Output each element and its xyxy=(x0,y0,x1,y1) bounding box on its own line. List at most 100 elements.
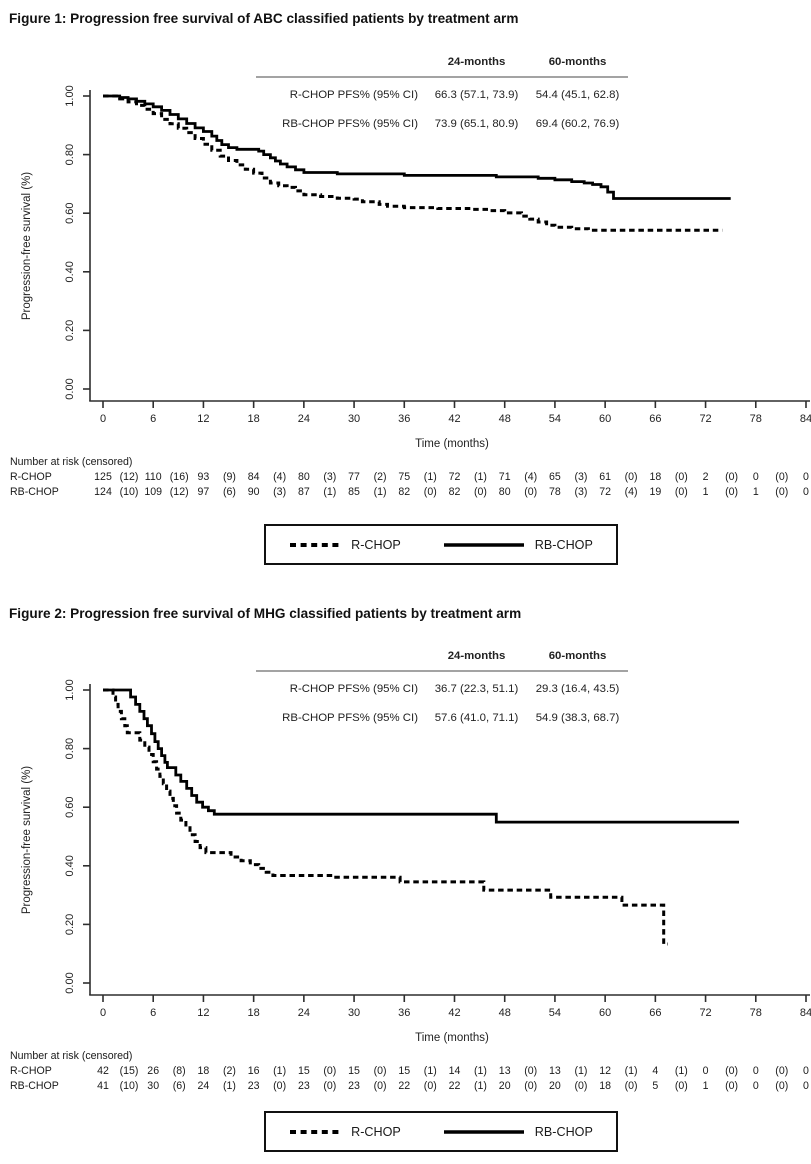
figure-1-km-plot: 0.00 0.20 0.40 0.60 0.80 1.00 0 6 12 18 24 30 36 42 48… xyxy=(21,85,811,450)
km-curve-rb-chop xyxy=(103,688,739,824)
risk-censored-count: (0) xyxy=(524,486,538,498)
inset-col-header-24m: 24-months xyxy=(447,650,506,662)
risk-censored-count: (0) xyxy=(725,486,739,498)
solid-line-sample-icon xyxy=(443,1129,524,1134)
risk-row-rbchop: RB-CHOP 41 (10) 30 (6) 24 (1) 23 (0) 23 (0) 23 (0) 22… xyxy=(0,1080,811,1094)
x-tick-label: 30 xyxy=(348,413,360,425)
figure-2-inset-table: 24-months 60-months R-CHOP PFS% (95% CI)… xyxy=(256,646,628,732)
risk-row-rchop: R-CHOP 42 (15) 26 (8) 18 (2) 16 (1) 15 (0) 15 (0) 15 (… xyxy=(0,1065,811,1079)
x-tick-label: 12 xyxy=(197,1007,209,1019)
dashed-line-sample-icon xyxy=(290,542,341,547)
legend-label-rchop: R-CHOP xyxy=(351,1124,401,1139)
risk-count: 19 xyxy=(649,486,662,498)
x-tick-label: 18 xyxy=(248,1007,260,1019)
risk-count: 20 xyxy=(498,1080,511,1092)
risk-count: 16 xyxy=(247,1065,260,1077)
figure-2-risk-table: Number at risk (censored) R-CHOP 42 (15) 26… xyxy=(0,582,811,1092)
x-tick-label: 18 xyxy=(248,413,260,425)
figure-1-title: Figure 1: Progression free survival of A… xyxy=(9,11,519,26)
legend-label-rbchop: RB-CHOP xyxy=(534,1124,593,1139)
risk-censored-count: (1) xyxy=(674,1065,688,1077)
risk-row-rbchop: RB-CHOP 124 (10) 109 (12) 97 (6) 90 (3) 87 (1) 85 (1… xyxy=(0,486,811,500)
risk-count: 41 xyxy=(97,1080,109,1092)
x-tick-label: 78 xyxy=(750,1007,762,1019)
risk-censored-count: (0) xyxy=(323,1065,337,1077)
risk-count: 0 xyxy=(803,471,809,483)
x-tick-label: 6 xyxy=(150,1007,156,1019)
x-tick-label: 84 xyxy=(800,1007,811,1019)
x-axis-title: Time (months) xyxy=(415,1032,489,1044)
risk-censored-count: (0) xyxy=(423,486,437,498)
risk-count: 23 xyxy=(297,1080,310,1092)
risk-count: 5 xyxy=(652,1080,659,1092)
risk-censored-count: (1) xyxy=(222,1080,236,1092)
risk-count: 87 xyxy=(297,486,310,498)
risk-censored-count: (0) xyxy=(725,1080,739,1092)
x-tick-label: 66 xyxy=(649,413,661,425)
risk-count: 23 xyxy=(247,1080,260,1092)
risk-censored-count: (6) xyxy=(172,1080,186,1092)
x-tick-label: 6 xyxy=(150,413,156,425)
risk-count: 82 xyxy=(448,486,461,498)
risk-censored-count: (12) xyxy=(119,471,139,483)
risk-count: 125 xyxy=(94,471,112,483)
inset-value-60m: 29.3 (16.4, 43.5) xyxy=(535,682,620,695)
risk-censored-count: (0) xyxy=(373,1080,387,1092)
x-tick-label: 24 xyxy=(298,413,310,425)
risk-censored-count: (6) xyxy=(222,486,236,498)
risk-count: 24 xyxy=(197,1080,210,1092)
risk-table-title: Number at risk (censored) xyxy=(10,456,133,468)
risk-censored-count: (2) xyxy=(373,471,387,483)
risk-censored-count: (0) xyxy=(323,1080,337,1092)
y-tick-label: 0.20 xyxy=(64,914,76,935)
risk-censored-count: (4) xyxy=(624,486,638,498)
risk-censored-count: (1) xyxy=(323,486,337,498)
x-tick-label: 84 xyxy=(800,413,811,425)
x-tick-label: 36 xyxy=(398,1007,410,1019)
risk-censored-count: (1) xyxy=(474,471,487,483)
inset-header-row: 24-months 60-months xyxy=(256,646,628,666)
risk-censored-count: (0) xyxy=(775,486,789,498)
risk-censored-count: (3) xyxy=(574,486,588,498)
y-tick-label: 0.60 xyxy=(64,202,76,223)
inset-row-label: RB-CHOP PFS% (95% CI) xyxy=(282,711,418,724)
inset-row-label: R-CHOP PFS% (95% CI) xyxy=(289,88,418,101)
risk-censored-count: (3) xyxy=(574,471,588,483)
x-tick-label: 48 xyxy=(499,1007,511,1019)
risk-censored-count: (16) xyxy=(169,471,189,483)
risk-censored-count: (1) xyxy=(474,1080,487,1092)
x-tick-label: 78 xyxy=(750,413,762,425)
risk-censored-count: (1) xyxy=(624,1065,638,1077)
risk-count: 65 xyxy=(549,471,561,483)
risk-count: 0 xyxy=(702,1065,709,1077)
figure-1-legend: R-CHOP RB-CHOP xyxy=(264,524,618,565)
inset-value-60m: 69.4 (60.2, 76.9) xyxy=(535,117,620,130)
risk-censored-count: (0) xyxy=(725,471,739,483)
risk-count: 124 xyxy=(94,486,112,498)
km-curve-r-chop xyxy=(103,94,723,232)
inset-col-header-24m: 24-months xyxy=(447,56,506,68)
risk-censored-count: (1) xyxy=(423,1065,437,1077)
x-tick-label: 54 xyxy=(549,1007,561,1019)
risk-count: 97 xyxy=(197,486,210,498)
y-tick-label: 0.40 xyxy=(64,261,76,282)
risk-count: 15 xyxy=(348,1065,360,1077)
y-tick-label: 0.80 xyxy=(64,738,76,759)
x-tick-label: 0 xyxy=(100,1007,106,1019)
dashed-line-sample-icon xyxy=(290,1129,341,1134)
risk-censored-count: (1) xyxy=(474,1065,487,1077)
y-tick-label: 1.00 xyxy=(64,85,76,106)
risk-censored-count: (1) xyxy=(574,1065,588,1077)
risk-censored-count: (0) xyxy=(524,1080,538,1092)
risk-censored-count: (3) xyxy=(323,471,337,483)
inset-row-rbchop: RB-CHOP PFS% (95% CI) 73.9 (65.1, 80.9) … xyxy=(256,109,628,138)
risk-count: 18 xyxy=(599,1080,612,1092)
risk-count: 0 xyxy=(752,1065,759,1077)
x-tick-label: 42 xyxy=(448,413,460,425)
risk-row-label: R-CHOP xyxy=(10,471,52,483)
x-tick-label: 72 xyxy=(699,413,711,425)
risk-count: 0 xyxy=(803,1080,809,1092)
risk-censored-count: (0) xyxy=(624,471,638,483)
risk-count: 1 xyxy=(752,486,759,498)
legend-label-rbchop: RB-CHOP xyxy=(534,537,593,552)
